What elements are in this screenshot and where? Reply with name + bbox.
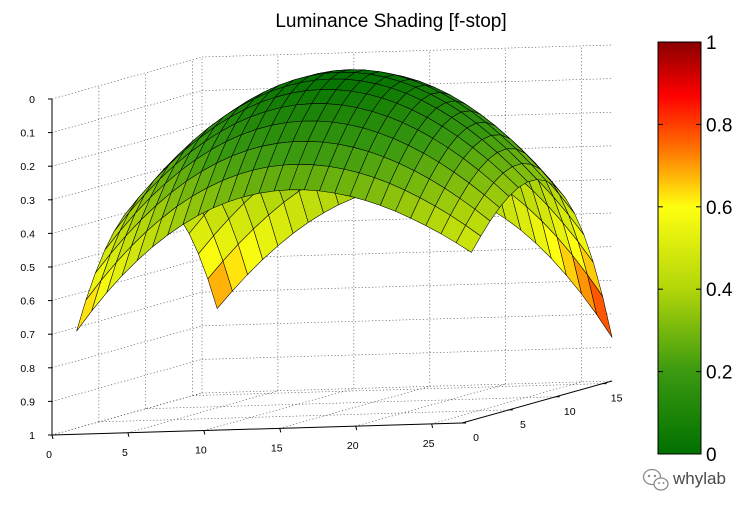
grid-line	[201, 347, 613, 360]
colorbar-tick-label: 0.8	[706, 115, 732, 136]
grid-line	[51, 56, 203, 100]
grid-line	[51, 258, 203, 301]
x-tick-label: 5	[122, 447, 128, 459]
colorbar-tick-label: 0	[706, 445, 717, 466]
x-tick-label: 20	[347, 440, 359, 452]
surface	[76, 69, 613, 338]
grid-line	[279, 386, 430, 429]
z-tick-label: 0.1	[20, 128, 35, 140]
grid-line	[127, 390, 279, 434]
x-tick-mark	[127, 432, 130, 437]
x-tick-label: 15	[271, 442, 283, 454]
chart-title: Luminance Shading [f-stop]	[275, 11, 506, 32]
y-axis-line	[461, 380, 613, 424]
x-tick-mark	[431, 423, 434, 429]
grid-line	[201, 246, 613, 259]
x-tick-mark	[355, 425, 358, 431]
z-tick-label: 0.5	[20, 262, 35, 274]
colorbar-tick-label: 1	[706, 33, 717, 54]
x-tick-label: 0	[46, 449, 52, 461]
grid-line	[98, 409, 509, 423]
grid-line	[192, 383, 603, 396]
z-tick-label: 0.8	[20, 363, 35, 375]
axes	[48, 98, 613, 440]
grid-line	[431, 381, 582, 425]
surface-patch	[455, 225, 482, 253]
grid-line	[145, 396, 556, 410]
grid-line	[51, 359, 203, 402]
z-tick-label: 0.9	[20, 396, 35, 408]
y-tick-label: 0	[473, 432, 479, 444]
grid-line	[51, 325, 203, 369]
y-tick-label: 15	[611, 393, 623, 405]
grid-line	[51, 224, 203, 268]
grid-line	[201, 44, 613, 58]
z-tick-label: 0.7	[20, 329, 35, 341]
grid-line	[201, 279, 613, 293]
grid-line	[51, 392, 203, 436]
grid-line	[201, 313, 613, 327]
grid-line	[203, 388, 354, 431]
x-tick-mark	[279, 428, 282, 433]
colorbar-ticks: 0 0.2 0.4 0.6 0.8 1	[658, 33, 733, 466]
watermark-text: whylab	[672, 469, 726, 488]
colorbar-tick-label: 0.2	[706, 363, 732, 384]
wechat-icon	[642, 468, 669, 491]
z-tick-label: 0.3	[20, 195, 35, 207]
grid-line	[51, 123, 203, 167]
colorbar-tick-label: 0.6	[706, 198, 732, 219]
z-tick-label: 0.4	[20, 228, 35, 240]
y-tick-label: 10	[564, 406, 576, 418]
x-axis-line	[51, 422, 463, 436]
x-tick-label: 10	[195, 445, 207, 457]
grid-line	[201, 380, 613, 394]
z-tick-label: 0.2	[20, 161, 35, 173]
z-tick-label: 0	[29, 94, 35, 106]
colorbar-gradient	[657, 41, 702, 455]
grid-line	[51, 90, 203, 133]
grid-line	[51, 392, 203, 436]
colorbar-tick-label: 0.4	[706, 280, 733, 301]
grid-line	[355, 383, 506, 427]
watermark: whylab	[642, 468, 726, 491]
surface-patch	[76, 280, 102, 332]
x-tick-label: 25	[423, 438, 435, 450]
x-tick-mark	[203, 430, 206, 435]
z-tick-label: 0.6	[20, 296, 35, 308]
colorbar: 0 0.2 0.4 0.6 0.8 1	[657, 33, 733, 466]
grid-line	[51, 291, 203, 335]
z-tick-label: 1	[29, 430, 35, 442]
x-tick-mark	[51, 434, 54, 440]
tick-labels: 0 5 10 15 20 25 0 5 10 15 0 0.1 0.2 0.3 0.4 0.5 0.6 0.7 0.…	[20, 94, 622, 461]
y-tick-label: 5	[520, 419, 526, 431]
